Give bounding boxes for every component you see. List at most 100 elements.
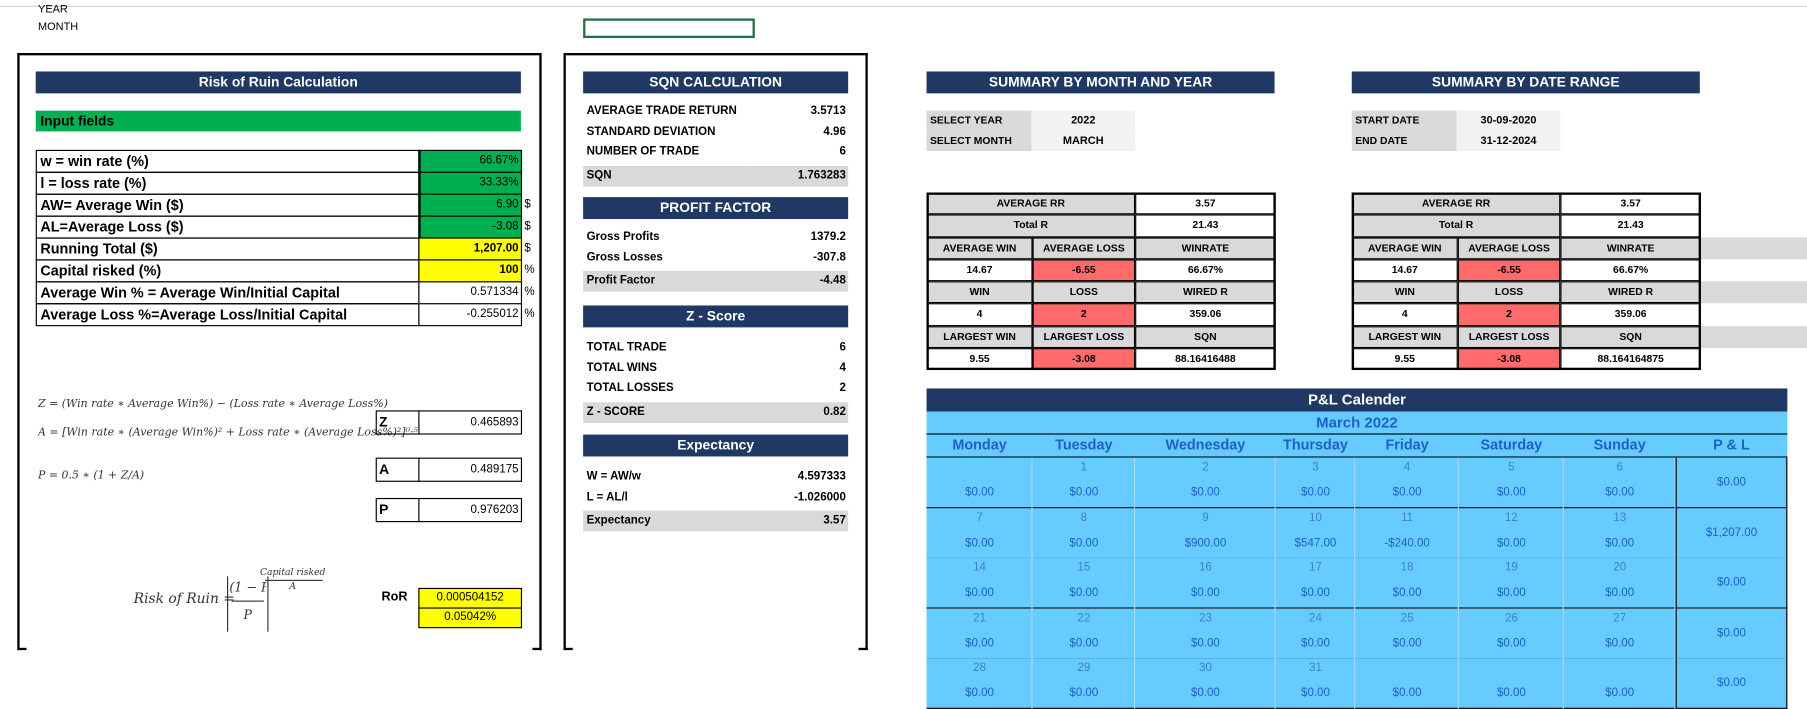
calendar-day-number: 5 — [1508, 461, 1515, 474]
risk-row-label: AL=Average Loss ($) — [35, 215, 420, 239]
ror-formula-lhs: Risk of Ruin = — [133, 590, 235, 607]
weekday-header-thursday: Thursday — [1283, 436, 1348, 454]
calendar-day-number: 2 — [1202, 461, 1209, 474]
calendar-day-cell[interactable] — [1459, 557, 1564, 609]
calendar-week-total: $0.00 — [1675, 608, 1788, 659]
calendar-day-cell[interactable] — [1135, 557, 1276, 609]
calendar-day-cell[interactable] — [1564, 608, 1676, 659]
weekday-header-saturday: Saturday — [1480, 436, 1543, 454]
calendar-day-cell[interactable] — [927, 557, 1033, 609]
calendar-day-cell[interactable] — [1276, 608, 1356, 659]
risk-row-value[interactable]: 100 — [418, 259, 523, 283]
frame-corner — [563, 647, 573, 651]
calendar-day-cell[interactable] — [1355, 507, 1459, 559]
calendar-day-pnl: $547.00 — [1294, 536, 1337, 550]
sqn-row-value: 6 — [839, 145, 846, 158]
risk-row-value[interactable]: 1,207.00 — [418, 237, 523, 261]
calendar-day-cell[interactable] — [1276, 457, 1356, 509]
calendar-day-number: 7 — [976, 511, 983, 524]
calendar-day-cell[interactable] — [1355, 557, 1459, 609]
year-label: YEAR — [38, 3, 68, 17]
risk-row-value[interactable]: 33.33% — [418, 171, 523, 195]
risk-row-value[interactable]: -3.08 — [418, 215, 523, 239]
calendar-day-number: 21 — [973, 611, 986, 625]
calendar-day-pnl: $0.00 — [1301, 687, 1330, 700]
calendar-day-pnl: $0.00 — [1392, 687, 1422, 700]
grey-band — [1700, 281, 1807, 304]
calendar-day-pnl: $0.00 — [1392, 486, 1422, 500]
risk-row-value[interactable]: 0.571334 — [418, 281, 523, 305]
zscore-row-label: TOTAL WINS — [586, 361, 657, 375]
stat-value: 2 — [1457, 303, 1561, 326]
calendar-day-cell[interactable] — [1033, 507, 1136, 559]
profit_factor-row-value: -4.48 — [744, 270, 849, 292]
ror-percent[interactable]: 0.05042% — [418, 607, 523, 629]
risk-row-value[interactable]: 66.67% — [418, 149, 523, 173]
calendar-day-number: 28 — [973, 661, 986, 675]
calendar-day-cell[interactable] — [1135, 608, 1276, 659]
summary_month-stats-table — [926, 192, 1276, 371]
expectancy-row-label: Expectancy — [583, 510, 745, 532]
calendar-day-number: 8 — [1080, 511, 1088, 524]
calendar-day-cell[interactable] — [1564, 507, 1676, 559]
calendar-day-cell[interactable] — [927, 608, 1033, 659]
sqn-row-label: STANDARD DEVIATION — [586, 125, 716, 138]
risk-row-value[interactable]: -0.255012 — [418, 303, 523, 327]
risk-row-unit: $ — [524, 198, 531, 211]
calendar-day-pnl: $0.00 — [1605, 636, 1635, 650]
calendar-day-cell[interactable] — [1459, 457, 1564, 509]
frame-corner — [858, 647, 868, 651]
calendar-week-total: $0.00 — [1675, 557, 1788, 609]
calendar-day-cell[interactable] — [1276, 507, 1356, 559]
calendar-day-cell[interactable] — [1276, 557, 1356, 609]
calendar-day-cell[interactable] — [1033, 608, 1136, 659]
calendar-day-cell[interactable] — [1033, 457, 1136, 509]
formula-a: A = [Win rate ∗ (Average Win%)² + Loss r… — [38, 426, 418, 440]
calendar-day-pnl: $0.00 — [1605, 536, 1635, 550]
calendar-day-number: 30 — [1199, 661, 1212, 675]
calendar-day-number: 20 — [1613, 561, 1627, 575]
summary_range-filter-value[interactable]: 30-09-2020 — [1456, 110, 1561, 131]
summary_month-filter-value[interactable]: MARCH — [1031, 130, 1136, 152]
risk-title: Risk of Ruin Calculation — [35, 71, 521, 94]
calendar-day-cell[interactable] — [1135, 507, 1276, 559]
calendar-day-number: 15 — [1077, 561, 1091, 575]
sqn-row-value: 4.96 — [823, 125, 846, 138]
calendar-day-number: 26 — [1504, 611, 1518, 625]
calendar-day-pnl: $0.00 — [965, 687, 994, 700]
sqn-row-label: AVERAGE TRADE RETURN — [586, 104, 737, 118]
calendar-day-cell[interactable] — [927, 457, 1033, 509]
calendar-day-number: 22 — [1077, 611, 1091, 625]
stat-header: WIN — [1351, 281, 1458, 304]
risk-row-label: w = win rate (%) — [35, 149, 420, 173]
calendar-day-pnl: $0.00 — [1496, 586, 1526, 600]
calendar-day-cell[interactable] — [1459, 507, 1564, 559]
calendar-week-row — [926, 507, 1788, 559]
calendar-day-cell[interactable] — [1459, 608, 1564, 659]
summary_range-filter-label: START DATE — [1351, 110, 1457, 131]
ror-value[interactable]: 0.000504152 — [418, 587, 523, 609]
sqn-row-value: 1.763283 — [744, 165, 849, 187]
summary_month-filter-value[interactable]: 2022 — [1031, 110, 1136, 131]
risk-row-unit: % — [524, 285, 535, 299]
selected-cell[interactable] — [583, 18, 755, 39]
calendar-day-pnl: $0.00 — [1069, 636, 1099, 650]
result-label-p: P — [375, 497, 420, 523]
total-r-value: 21.43 — [1560, 214, 1701, 237]
calendar-day-cell[interactable] — [1355, 608, 1459, 659]
calendar-day-cell[interactable] — [1033, 557, 1136, 609]
ror-formula-denominator: P — [243, 607, 253, 623]
sqn-row-value: 3.5713 — [810, 104, 846, 118]
calendar-day-cell[interactable] — [1564, 557, 1676, 609]
calendar-day-cell[interactable] — [1355, 457, 1459, 509]
grey-band — [1700, 325, 1807, 348]
summary_range-filter-value[interactable]: 31-12-2024 — [1456, 130, 1561, 152]
sqn-row-label: SQN — [583, 165, 745, 187]
calendar-day-cell[interactable] — [927, 507, 1033, 559]
calendar-day-cell[interactable] — [1564, 457, 1676, 509]
calendar-day-cell[interactable] — [1135, 457, 1276, 509]
risk-panel-frame — [17, 53, 542, 651]
risk-row-value[interactable]: 6.90 — [418, 193, 523, 217]
expectancy-row-value: 4.597333 — [797, 470, 846, 483]
calendar-day-pnl: $0.00 — [1392, 586, 1422, 600]
